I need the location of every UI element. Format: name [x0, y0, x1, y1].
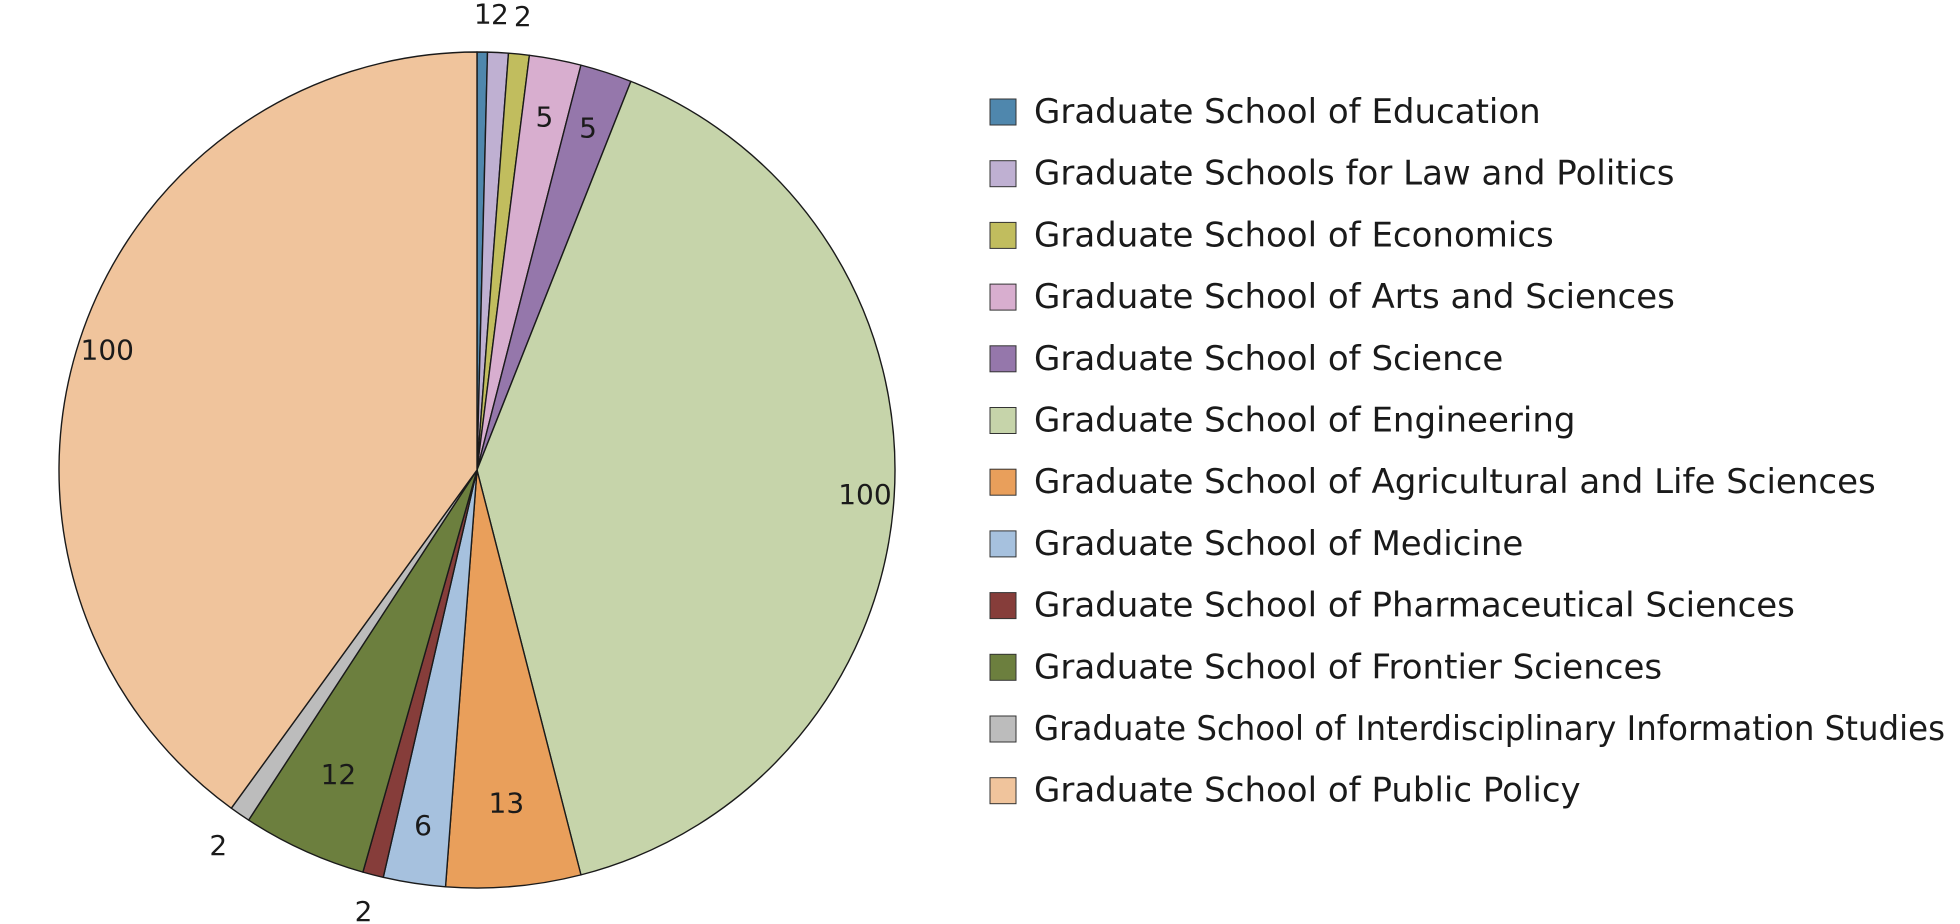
- legend-label: Graduate Schools for Law and Politics: [1034, 154, 1674, 194]
- legend-item-graduate-school-of-arts-and-sciences: Graduate School of Arts and Sciences: [989, 277, 1675, 317]
- legend-label: Graduate School of Public Policy: [1034, 771, 1581, 811]
- legend-swatch: [989, 221, 1017, 249]
- legend-item-graduate-school-of-interdisciplinary-information-studies: Graduate School of Interdisciplinary Inf…: [989, 709, 1945, 749]
- legend-label: Graduate School of Economics: [1034, 215, 1554, 255]
- data-label-graduate-school-of-agricultural-and-life-sciences: 13: [489, 787, 525, 820]
- legend-swatch: [989, 98, 1017, 126]
- data-label-graduate-school-of-public-policy: 100: [81, 333, 134, 366]
- pie-slice-graduate-school-of-public-policy: [58, 51, 478, 809]
- legend-label: Graduate School of Medicine: [1034, 524, 1523, 564]
- data-label-graduate-school-of-education: 1: [474, 0, 492, 31]
- data-label-graduate-school-of-science: 5: [579, 112, 597, 145]
- legend-item-graduate-school-of-public-policy: Graduate School of Public Policy: [989, 771, 1581, 811]
- legend-label: Graduate School of Arts and Sciences: [1034, 277, 1675, 317]
- legend-swatch: [989, 592, 1017, 620]
- data-label-graduate-school-of-interdisciplinary-information-studies: 2: [209, 829, 227, 862]
- legend-swatch: [989, 530, 1017, 558]
- data-label-graduate-school-of-pharmaceutical-sciences: 2: [355, 895, 373, 924]
- legend-swatch: [989, 283, 1017, 311]
- legend-swatch: [989, 468, 1017, 496]
- legend-item-graduate-school-of-education: Graduate School of Education: [989, 92, 1541, 132]
- legend-label: Graduate School of Engineering: [1034, 401, 1575, 441]
- legend-item-graduate-schools-for-law-and-politics: Graduate Schools for Law and Politics: [989, 154, 1674, 194]
- data-label-graduate-school-of-medicine: 6: [414, 809, 432, 842]
- legend-item-graduate-school-of-frontier-sciences: Graduate School of Frontier Sciences: [989, 647, 1662, 687]
- legend-item-graduate-school-of-engineering: Graduate School of Engineering: [989, 401, 1575, 441]
- legend-label: Graduate School of Interdisciplinary Inf…: [1034, 709, 1945, 749]
- legend-swatch: [989, 715, 1017, 743]
- legend-label: Graduate School of Science: [1034, 339, 1503, 379]
- data-label-graduate-school-of-arts-and-sciences: 5: [535, 100, 553, 133]
- legend-label: Graduate School of Frontier Sciences: [1034, 647, 1662, 687]
- legend-label: Graduate School of Education: [1034, 92, 1541, 132]
- legend-item-graduate-school-of-economics: Graduate School of Economics: [989, 215, 1554, 255]
- legend-label: Graduate School of Agricultural and Life…: [1034, 462, 1876, 502]
- data-label-graduate-school-of-frontier-sciences: 12: [321, 758, 357, 791]
- legend-swatch: [989, 777, 1017, 805]
- pie-slices: [58, 51, 896, 889]
- pie-slice-graduate-school-of-agricultural-and-life-sciences: [444, 469, 582, 889]
- data-label-graduate-schools-for-law-and-politics: 2: [491, 0, 509, 31]
- legend-swatch: [989, 345, 1017, 373]
- data-label-graduate-school-of-engineering: 100: [838, 478, 891, 511]
- legend-item-graduate-school-of-agricultural-and-life-sciences: Graduate School of Agricultural and Life…: [989, 462, 1876, 502]
- legend-item-graduate-school-of-medicine: Graduate School of Medicine: [989, 524, 1523, 564]
- legend-item-graduate-school-of-science: Graduate School of Science: [989, 339, 1503, 379]
- data-label-graduate-school-of-economics: 2: [514, 0, 532, 33]
- legend-label: Graduate School of Pharmaceutical Scienc…: [1034, 586, 1795, 626]
- legend-swatch: [989, 160, 1017, 188]
- pie-slice-graduate-school-of-engineering: [476, 80, 896, 876]
- legend-swatch: [989, 407, 1017, 434]
- legend: Graduate School of Education Graduate Sch…: [989, 92, 1945, 811]
- legend-item-graduate-school-of-pharmaceutical-sciences: Graduate School of Pharmaceutical Scienc…: [989, 586, 1795, 626]
- legend-swatch: [989, 653, 1017, 681]
